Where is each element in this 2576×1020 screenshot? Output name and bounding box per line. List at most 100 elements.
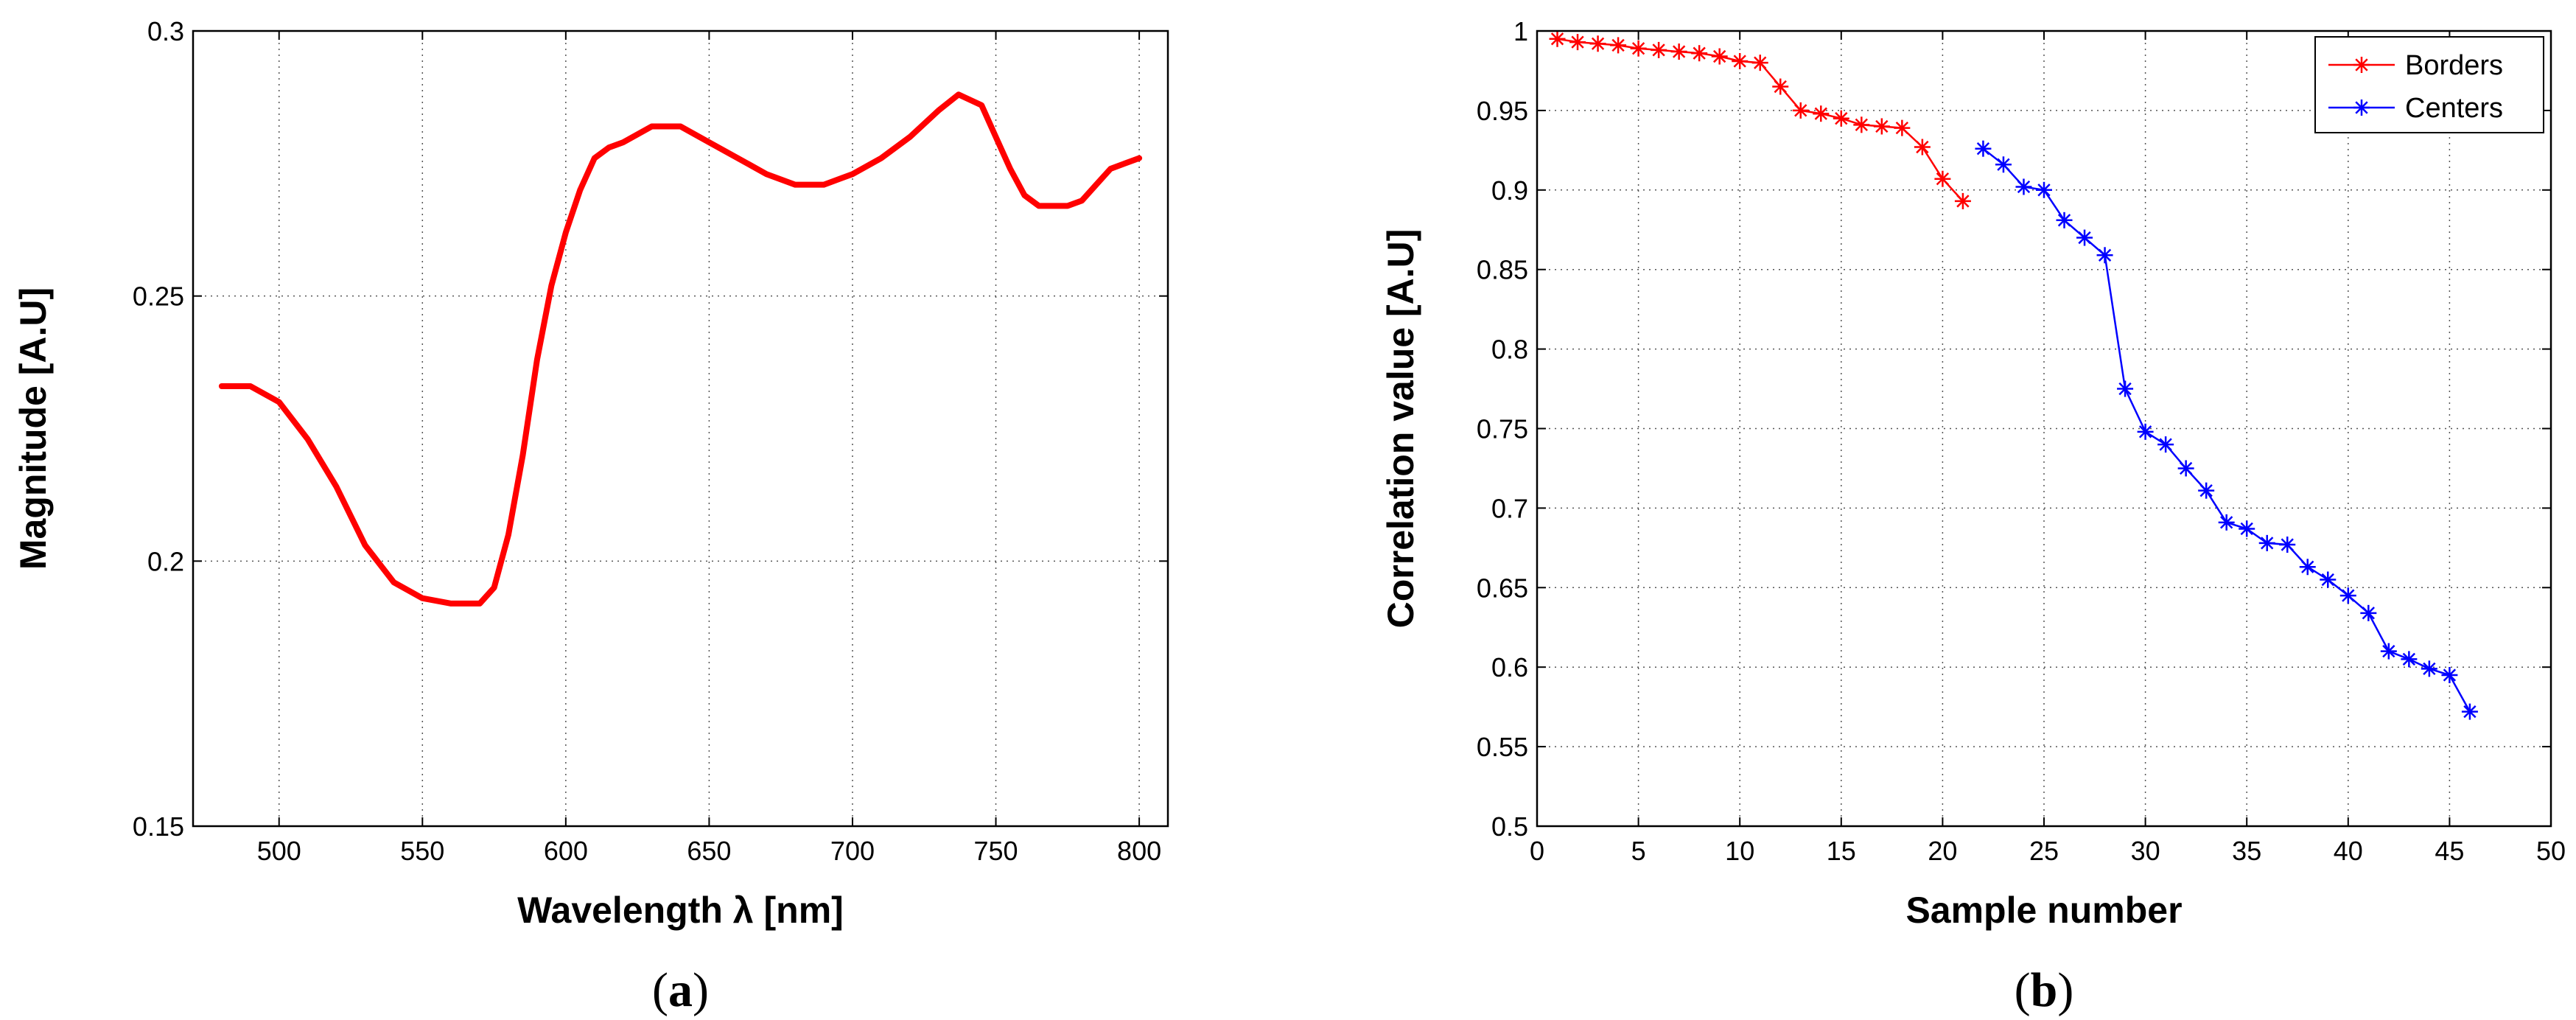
data-point-centers (2015, 178, 2032, 195)
x-tick-label: 5 (1631, 836, 1646, 866)
data-point-borders (1751, 55, 1768, 71)
legend-star-borders (2353, 57, 2370, 73)
data-point-centers (2137, 423, 2154, 440)
data-point-centers (2279, 537, 2296, 553)
data-point-borders (1833, 110, 1849, 127)
y-tick-label: 0.95 (1477, 96, 1528, 126)
legend-label-borders: Borders (2405, 50, 2503, 81)
chart-b-y-axis-label: Correlation value [A.U] (1380, 229, 1421, 629)
data-point-centers (2239, 520, 2255, 537)
legend-label-centers: Centers (2405, 93, 2503, 124)
chart-b-ticks: 0 5 10 15 20 25 30 35 40 45 50 0.5 0.55 0.6 0.65 0.7 0.7… (1477, 16, 2566, 866)
legend-box (2314, 36, 2544, 133)
data-point-borders (1873, 118, 1890, 135)
data-point-centers (2218, 514, 2235, 531)
x-tick-label: 25 (2029, 836, 2059, 866)
data-point-centers (2441, 666, 2458, 683)
y-tick-label: 0.8 (1491, 335, 1528, 365)
data-point-centers (2157, 436, 2174, 453)
data-point-borders (1549, 30, 1566, 47)
data-point-borders (1772, 78, 1789, 95)
data-point-centers (2198, 482, 2215, 499)
y-tick-label: 0.65 (1477, 573, 1528, 603)
data-point-borders (1894, 119, 1911, 136)
data-point-borders (1934, 170, 1951, 187)
chart-b-markers (1549, 30, 2478, 720)
data-point-centers (2380, 643, 2397, 660)
legend-star-centers (2353, 99, 2370, 116)
x-tick-label: 40 (2334, 836, 2363, 866)
x-tick-label: 20 (1928, 836, 1957, 866)
y-tick-label: 0.5 (1491, 811, 1528, 842)
x-tick-label: 700 (830, 836, 875, 866)
x-tick-label: 600 (544, 836, 588, 866)
data-point-borders (1853, 116, 1870, 133)
chart-a-x-axis-label: Wavelength λ [nm] (517, 890, 844, 931)
y-tick-label: 0.25 (133, 282, 184, 312)
legend-marker-borders (2353, 57, 2370, 73)
x-tick-label: 550 (400, 836, 444, 866)
x-tick-label: 10 (1725, 836, 1754, 866)
data-point-borders (1630, 40, 1647, 57)
data-point-centers (2421, 660, 2437, 677)
chart-b-panel-letter: b (2031, 963, 2058, 1017)
data-point-centers (2076, 229, 2093, 246)
legend-marker-centers (2353, 99, 2370, 116)
y-tick-label: 0.15 (133, 811, 184, 842)
data-point-centers (1975, 140, 1992, 157)
data-point-centers (2339, 587, 2356, 604)
chart-b-grid (1537, 31, 2551, 826)
data-point-borders (1732, 53, 1749, 70)
chart-a-axes-frame (192, 29, 1169, 828)
data-point-centers (2036, 181, 2052, 198)
x-tick-label: 750 (973, 836, 1018, 866)
chart-a-panel-letter: a (668, 963, 693, 1017)
y-tick-label: 0.2 (147, 546, 184, 576)
data-point-borders (1691, 45, 1708, 62)
chart-b-correlation: 0 5 10 15 20 25 30 35 40 45 50 0.5 0.55 0.6 0.65 0.7 0.7… (1380, 16, 2566, 1017)
chart-b-panel-label: (b) (2015, 963, 2074, 1017)
x-tick-label: 650 (687, 836, 731, 866)
x-tick-label: 35 (2232, 836, 2261, 866)
y-tick-label: 0.6 (1491, 652, 1528, 682)
data-point-borders (1914, 139, 1931, 156)
chart-b-x-axis-label: Sample number (1905, 890, 2182, 931)
data-point-borders (1711, 48, 1728, 65)
data-point-centers (2056, 212, 2073, 228)
data-point-borders (1792, 102, 1809, 119)
data-point-centers (2299, 559, 2316, 576)
data-point-centers (2461, 703, 2478, 720)
data-point-borders (1813, 105, 1830, 122)
y-tick-label: 0.85 (1477, 255, 1528, 285)
x-tick-label: 15 (1827, 836, 1856, 866)
y-tick-label: 0.55 (1477, 732, 1528, 762)
series-line-spectrum (218, 91, 1143, 607)
chart-b-legend: Borders Centers (2314, 36, 2544, 133)
data-point-centers (1995, 156, 2012, 173)
x-tick-label: 800 (1117, 836, 1161, 866)
chart-a-panel-label: (a) (652, 963, 709, 1017)
data-point-borders (1589, 35, 1606, 52)
data-point-borders (1651, 41, 1667, 58)
x-tick-label: 30 (2131, 836, 2160, 866)
x-tick-label: 0 (1530, 836, 1544, 866)
chart-a-y-axis-label: Magnitude [A.U] (13, 287, 54, 570)
chart-a-spectrum: 500 550 600 650 700 750 800 0.15 0.2 0.25 0.3 Wave… (13, 16, 1169, 1017)
data-point-centers (2360, 604, 2377, 621)
y-tick-label: 1 (1513, 16, 1528, 46)
x-tick-label: 45 (2435, 836, 2464, 866)
data-point-borders (1954, 192, 1971, 209)
data-point-centers (2117, 380, 2134, 397)
y-tick-label: 0.7 (1491, 493, 1528, 523)
x-tick-label: 500 (257, 836, 301, 866)
data-point-borders (1610, 37, 1627, 54)
chart-a-grid (193, 31, 1168, 826)
y-tick-label: 0.3 (147, 16, 184, 46)
series-line-centers (1982, 147, 2471, 713)
data-point-centers (2320, 571, 2337, 588)
data-point-borders (1670, 43, 1687, 60)
y-tick-label: 0.75 (1477, 414, 1528, 444)
y-tick-label: 0.9 (1491, 175, 1528, 206)
data-point-centers (2096, 247, 2113, 264)
data-point-centers (2401, 651, 2418, 668)
